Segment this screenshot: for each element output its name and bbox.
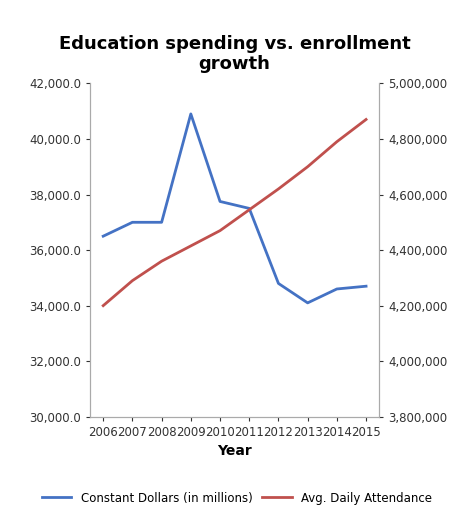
Legend: Constant Dollars (in millions), Avg. Daily Attendance: Constant Dollars (in millions), Avg. Dai… <box>42 492 432 505</box>
X-axis label: Year: Year <box>217 444 252 458</box>
Title: Education spending vs. enrollment
growth: Education spending vs. enrollment growth <box>59 35 410 73</box>
